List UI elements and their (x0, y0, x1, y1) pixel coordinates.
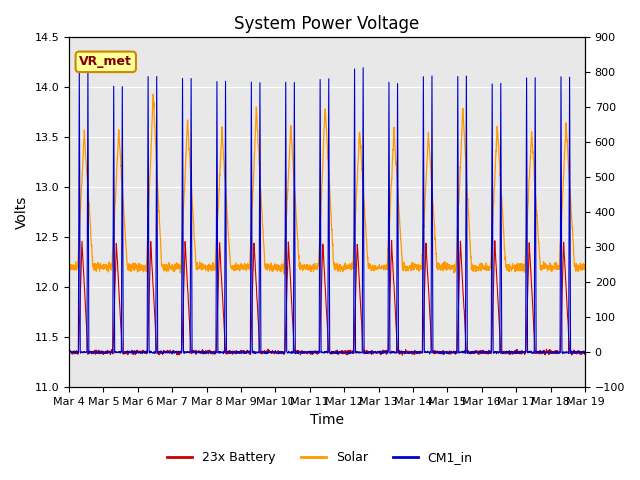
23x Battery (388, 238, 396, 243)
Solar (510, 265, 518, 271)
Title: System Power Voltage: System Power Voltage (234, 15, 420, 33)
23x Battery (399, 352, 406, 358)
CM1_in (608, 349, 616, 355)
Line: CM1_in: CM1_in (69, 68, 620, 354)
Solar (608, 262, 616, 268)
Solar (280, 271, 288, 277)
Line: 23x Battery: 23x Battery (69, 240, 620, 355)
23x Battery (608, 350, 616, 356)
CM1_in (359, 65, 367, 71)
Legend: 23x Battery, Solar, CM1_in: 23x Battery, Solar, CM1_in (163, 446, 477, 469)
Solar (149, 91, 157, 97)
CM1_in (438, 351, 446, 357)
Y-axis label: Volts: Volts (15, 196, 29, 229)
CM1_in (239, 350, 246, 356)
CM1_in (378, 349, 385, 355)
Solar (239, 267, 247, 273)
CM1_in (510, 350, 518, 356)
23x Battery (510, 351, 518, 357)
Text: VR_met: VR_met (79, 55, 132, 68)
CM1_in (541, 349, 549, 355)
Solar (541, 263, 549, 269)
Solar (378, 265, 385, 271)
X-axis label: Time: Time (310, 413, 344, 427)
23x Battery (616, 349, 623, 355)
Line: Solar: Solar (69, 94, 620, 274)
Solar (65, 267, 73, 273)
CM1_in (120, 350, 128, 356)
Solar (120, 212, 128, 217)
Solar (616, 264, 623, 270)
23x Battery (120, 349, 128, 355)
23x Battery (239, 349, 246, 355)
CM1_in (65, 349, 73, 355)
23x Battery (65, 349, 73, 355)
23x Battery (541, 352, 549, 358)
CM1_in (616, 349, 623, 355)
23x Battery (377, 350, 385, 356)
